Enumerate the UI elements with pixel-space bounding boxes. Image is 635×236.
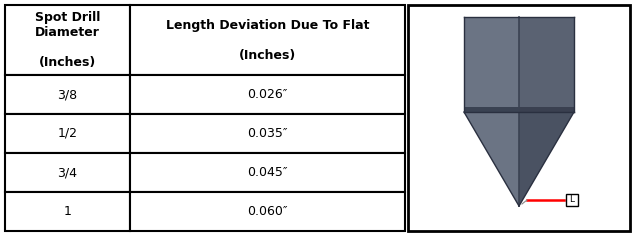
Bar — [130, 114, 405, 153]
Bar — [408, 5, 630, 231]
Text: 3/4: 3/4 — [58, 166, 77, 179]
Bar — [519, 107, 574, 112]
Text: 3/8: 3/8 — [57, 88, 77, 101]
Text: 0.060″: 0.060″ — [247, 205, 288, 218]
Polygon shape — [464, 112, 519, 206]
Bar — [5, 5, 130, 75]
Bar — [5, 192, 130, 231]
Bar — [130, 153, 405, 192]
Text: Length Deviation Due To Flat

(Inches): Length Deviation Due To Flat (Inches) — [166, 18, 369, 62]
Bar — [464, 107, 519, 112]
Text: Spot Drill
Diameter

(Inches): Spot Drill Diameter (Inches) — [35, 11, 100, 69]
Bar — [5, 153, 130, 192]
Bar — [130, 192, 405, 231]
Bar — [464, 17, 519, 112]
Text: 0.035″: 0.035″ — [247, 127, 288, 140]
Text: 1: 1 — [64, 205, 71, 218]
Bar — [5, 75, 130, 114]
Polygon shape — [519, 112, 574, 206]
Text: 0.026″: 0.026″ — [247, 88, 288, 101]
Bar — [519, 17, 574, 112]
Text: L: L — [570, 195, 575, 205]
Text: 0.045″: 0.045″ — [247, 166, 288, 179]
Bar — [566, 194, 578, 206]
Bar — [130, 75, 405, 114]
Text: 1/2: 1/2 — [58, 127, 77, 140]
Bar — [130, 5, 405, 75]
Bar — [5, 114, 130, 153]
